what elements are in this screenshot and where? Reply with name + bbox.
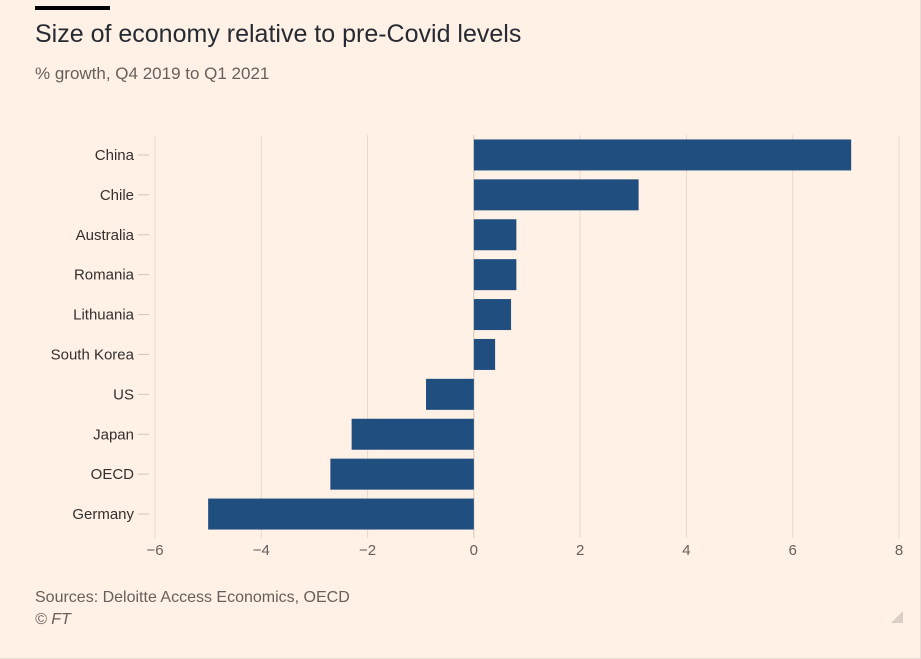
bar bbox=[208, 498, 474, 530]
x-tick-label: −4 bbox=[253, 542, 270, 559]
category-label: Romania bbox=[74, 267, 135, 284]
x-tick-label: 8 bbox=[895, 542, 903, 559]
category-label: Germany bbox=[72, 506, 134, 523]
category-label: Japan bbox=[93, 426, 134, 443]
category-label: China bbox=[95, 147, 135, 164]
bar bbox=[473, 299, 512, 331]
bar-chart: −6 −4 −2 0 2 4 6 8 China Chile Australia Romania Lit… bbox=[51, 135, 903, 559]
bar bbox=[330, 458, 474, 490]
category-label: Chile bbox=[100, 187, 134, 204]
category-label: Australia bbox=[76, 227, 135, 244]
x-tick-label: 0 bbox=[470, 542, 478, 559]
bar bbox=[473, 139, 852, 171]
resize-corner-icon bbox=[891, 611, 903, 623]
x-tick-label: 6 bbox=[789, 542, 797, 559]
x-tick-label: 2 bbox=[576, 542, 584, 559]
category-label: Lithuania bbox=[73, 307, 135, 324]
x-tick-label: 4 bbox=[682, 542, 690, 559]
source-note: Sources: Deloitte Access Economics, OECD bbox=[35, 589, 350, 606]
copyright-note: © FT bbox=[35, 611, 71, 628]
chart-subtitle: % growth, Q4 2019 to Q1 2021 bbox=[35, 64, 270, 83]
bar bbox=[473, 259, 517, 291]
bar bbox=[473, 179, 639, 211]
category-label: US bbox=[113, 386, 134, 403]
category-label: South Korea bbox=[51, 346, 135, 363]
chart-title: Size of economy relative to pre-Covid le… bbox=[35, 20, 522, 48]
title-rule bbox=[35, 6, 110, 10]
x-tick-label: −2 bbox=[359, 542, 376, 559]
x-tick-label: −6 bbox=[146, 542, 163, 559]
bar bbox=[351, 418, 474, 450]
category-label: OECD bbox=[91, 466, 135, 483]
bar bbox=[426, 378, 474, 410]
bar bbox=[473, 338, 496, 370]
bar bbox=[473, 219, 517, 251]
